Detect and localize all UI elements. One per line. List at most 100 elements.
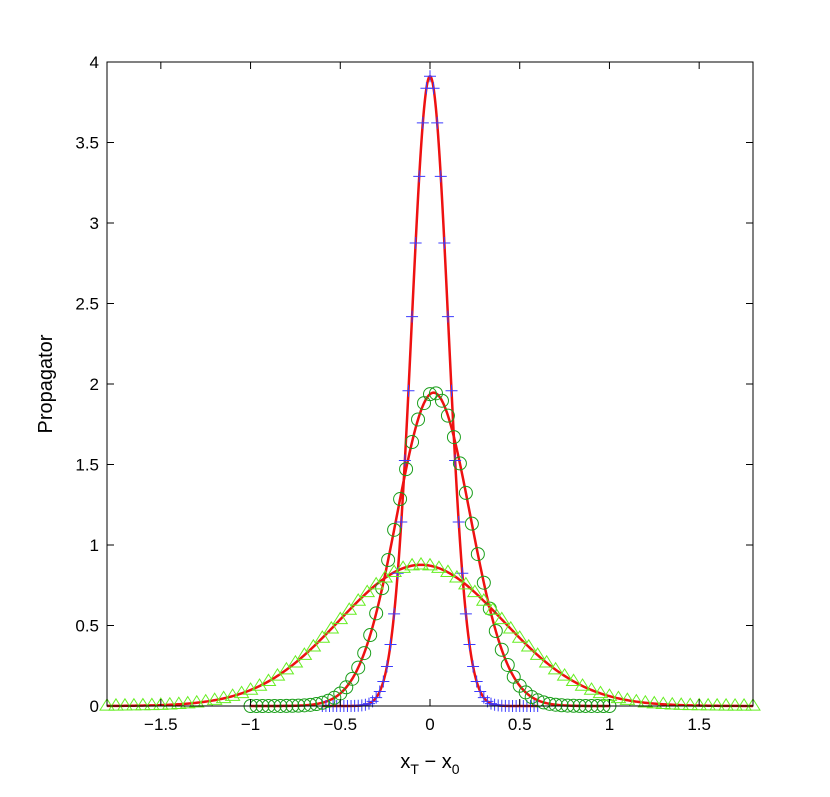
data-point-plus xyxy=(377,675,390,688)
data-point-triangle xyxy=(565,673,582,687)
y-tick-label: 4 xyxy=(90,53,99,72)
data-point-triangle xyxy=(305,638,322,652)
data-point-circle xyxy=(452,456,467,471)
data-point-triangle xyxy=(484,602,501,615)
x-tick-label: −0.5 xyxy=(323,715,357,734)
data-point-plus xyxy=(445,384,458,397)
x-tick-label: 1 xyxy=(605,715,614,734)
y-tick-label: 3.5 xyxy=(75,134,99,153)
data-point-plus xyxy=(452,515,465,528)
x-axis-label: xT − x0 xyxy=(400,751,459,777)
data-point-plus xyxy=(449,454,462,467)
data-point-plus xyxy=(373,685,386,698)
data-point-triangle xyxy=(269,667,286,681)
x-tick-label: 1.5 xyxy=(687,715,711,734)
data-point-triangle xyxy=(583,682,600,695)
data-point-circle xyxy=(303,697,318,712)
data-point-triangle xyxy=(126,697,142,711)
data-point-circle xyxy=(446,430,461,445)
data-point-triangle xyxy=(332,611,349,625)
data-point-triangle xyxy=(655,696,672,709)
data-point-circle xyxy=(494,642,509,657)
data-point-circle xyxy=(387,522,402,537)
data-point-circle xyxy=(500,657,515,672)
data-point-triangle xyxy=(350,593,367,606)
data-point-plus xyxy=(413,170,426,183)
data-point-plus xyxy=(434,170,447,183)
data-point-triangle xyxy=(718,697,734,711)
x-tick-label: −1 xyxy=(241,715,260,734)
data-point-triangle xyxy=(727,697,743,711)
x-label-sub1: T xyxy=(410,761,419,777)
data-point-triangle xyxy=(341,602,358,615)
data-point-circle xyxy=(363,628,378,643)
x-label-minus: − xyxy=(419,751,442,773)
data-point-circle xyxy=(381,552,396,567)
data-point-triangle xyxy=(610,690,627,704)
data-point-triangle xyxy=(314,630,331,643)
data-point-circle xyxy=(548,697,563,712)
data-point-triangle xyxy=(538,654,555,668)
data-point-plus xyxy=(441,310,454,323)
axes-frame xyxy=(106,61,754,707)
data-point-triangle xyxy=(179,695,196,709)
data-point-circle xyxy=(405,435,420,450)
data-point-triangle xyxy=(152,697,169,710)
data-point-plus xyxy=(388,607,401,620)
x-label-main2: x xyxy=(442,751,452,773)
data-point-plus xyxy=(474,685,487,698)
y-tick-label: 1.5 xyxy=(75,456,99,475)
x-label-main: x xyxy=(400,751,410,773)
data-point-triangle xyxy=(646,695,663,709)
data-point-triangle xyxy=(431,560,447,573)
data-point-circle xyxy=(399,462,414,477)
data-point-circle xyxy=(351,660,366,675)
data-point-triangle xyxy=(278,661,295,675)
data-point-triangle xyxy=(493,611,510,625)
data-point-triangle xyxy=(529,647,546,660)
data-point-plus xyxy=(406,310,419,323)
data-point-triangle xyxy=(108,697,124,711)
data-point-circle xyxy=(542,696,557,711)
y-tick-label: 1 xyxy=(90,536,99,555)
data-point-plus xyxy=(467,660,480,673)
data-point-triangle xyxy=(502,620,519,634)
data-point-plus xyxy=(355,699,368,712)
data-point-circle xyxy=(488,624,503,639)
data-point-triangle xyxy=(422,557,438,571)
y-axis-label: Propagator xyxy=(35,334,57,433)
data-point-triangle xyxy=(170,696,187,709)
data-point-triangle xyxy=(449,569,465,583)
data-point-triangle xyxy=(592,685,609,699)
data-point-triangle xyxy=(413,556,429,570)
data-point-plus xyxy=(402,384,415,397)
data-point-plus xyxy=(384,638,397,651)
data-point-triangle xyxy=(188,694,205,708)
data-point-triangle xyxy=(556,667,573,681)
x-tick-label: −1.5 xyxy=(144,715,178,734)
series-triangle xyxy=(99,556,761,711)
data-point-circle xyxy=(345,671,360,686)
data-point-plus xyxy=(380,660,393,673)
series-circle xyxy=(243,386,617,713)
data-point-plus xyxy=(424,70,436,83)
data-point-triangle xyxy=(682,697,699,711)
dashed-curves xyxy=(107,392,753,707)
data-point-triangle xyxy=(511,630,528,643)
data-point-circle xyxy=(423,387,437,402)
data-point-triangle xyxy=(117,697,133,711)
data-point-circle xyxy=(434,393,449,408)
data-point-triangle xyxy=(745,698,761,711)
data-point-plus xyxy=(463,638,476,651)
data-point-triangle xyxy=(664,696,681,710)
data-point-circle xyxy=(554,698,569,713)
dashed-curve xyxy=(107,564,753,707)
data-point-triangle xyxy=(440,564,456,578)
data-point-plus xyxy=(416,116,429,129)
data-point-triangle xyxy=(736,698,752,711)
data-point-circle xyxy=(411,412,426,427)
data-point-circle xyxy=(297,698,312,713)
data-point-plus xyxy=(459,607,472,620)
data-point-triangle xyxy=(404,557,420,571)
